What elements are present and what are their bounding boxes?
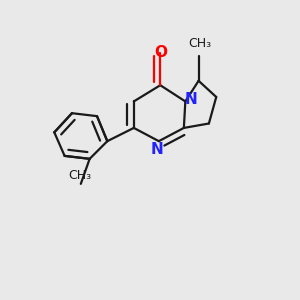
Text: N: N xyxy=(151,142,164,157)
Text: CH₃: CH₃ xyxy=(68,169,91,182)
Text: O: O xyxy=(154,45,167,60)
Text: N: N xyxy=(184,92,197,107)
Text: CH₃: CH₃ xyxy=(188,38,212,50)
